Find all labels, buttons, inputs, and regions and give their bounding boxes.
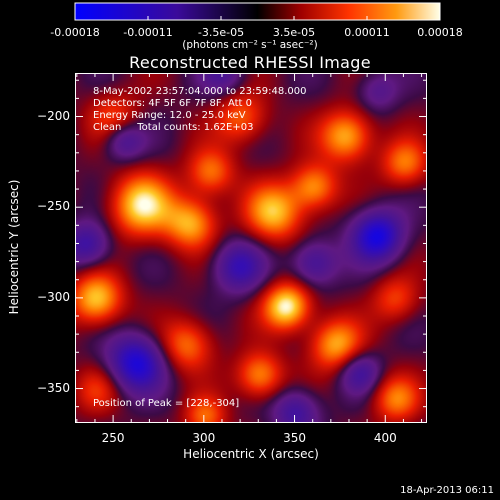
colorbar-tick-label: 3.5e-05	[272, 26, 316, 39]
colorbar-tick-label: 0.00011	[344, 26, 390, 39]
peak-position-label: Position of Peak = [228,-304]	[93, 398, 240, 409]
x-tick-label: 400	[373, 431, 397, 445]
heatmap-image	[76, 74, 426, 422]
y-axis-label: Heliocentric Y (arcsec)	[7, 179, 21, 315]
annotation-time-range: 8-May-2002 23:57:04.000 to 23:59:48.000	[93, 86, 307, 97]
colorbar-tick-label: 0.00018	[417, 26, 463, 39]
colorbar-ticks	[74, 16, 441, 20]
x-axis-label: Heliocentric X (arcsec)	[183, 447, 319, 461]
colorbar-tick-label: -3.5e-05	[197, 26, 245, 39]
annotation-clean-counts: Clean Total counts: 1.62E+03	[93, 122, 254, 133]
colorbar-units: (photons cm⁻² s⁻¹ asec⁻²)	[182, 39, 318, 51]
annotation-detectors: Detectors: 4F 5F 6F 7F 8F, Att 0	[93, 98, 253, 109]
chart-title: Reconstructed RHESSI Image	[129, 53, 371, 72]
x-tick-label: 250	[101, 431, 125, 445]
y-tick-label: −350	[37, 380, 70, 395]
x-tick-label: 350	[283, 431, 306, 445]
plot-area	[75, 73, 427, 423]
y-tick-label: −250	[37, 199, 70, 214]
colorbar-tick-label: -0.00011	[123, 26, 173, 39]
colorbar	[74, 2, 441, 21]
x-tick-label: 300	[192, 431, 216, 445]
timestamp: 18-Apr-2013 06:11	[400, 485, 494, 496]
colorbar-gradient	[74, 2, 441, 21]
colorbar-tick-label: -0.00018	[50, 26, 100, 39]
y-tick-label: −300	[37, 289, 70, 304]
observation-annotations: 8-May-2002 23:57:04.000 to 23:59:48.000 …	[93, 86, 306, 134]
annotation-energy-range: Energy Range: 12.0 - 25.0 keV	[93, 110, 246, 121]
y-tick-label: −200	[37, 108, 70, 123]
